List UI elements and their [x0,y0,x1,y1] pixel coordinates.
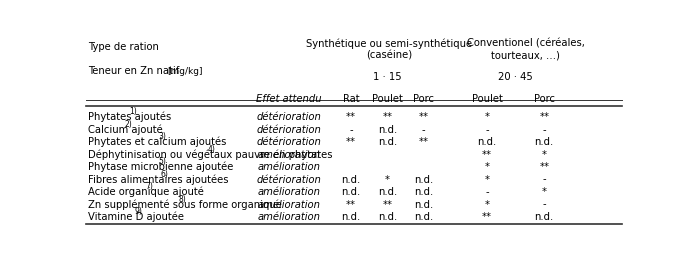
Text: n.d.: n.d. [341,212,361,222]
Text: -: - [542,175,546,185]
Text: **: ** [419,137,428,147]
Text: détérioration: détérioration [256,112,321,122]
Text: n.d.: n.d. [341,175,361,185]
Text: détérioration: détérioration [256,175,321,185]
Text: *: * [484,199,489,210]
Text: Synthétique ou semi-synthétique
(caséine): Synthétique ou semi-synthétique (caséine… [306,39,473,61]
Text: **: ** [539,162,549,172]
Text: [mg/kg]: [mg/kg] [167,67,202,76]
Text: -: - [542,199,546,210]
Text: Fibres alimentaires ajoutées: Fibres alimentaires ajoutées [88,174,229,185]
Text: **: ** [346,137,356,147]
Text: 7): 7) [145,182,153,191]
Text: *: * [542,150,547,159]
Text: détérioration: détérioration [256,125,321,135]
Text: Poulet: Poulet [372,94,403,104]
Text: **: ** [382,199,392,210]
Text: Teneur en Zn natif: Teneur en Zn natif [88,66,182,76]
Text: -: - [485,125,489,135]
Text: 3): 3) [158,132,166,141]
Text: 6): 6) [161,169,169,178]
Text: détérioration: détérioration [256,137,321,147]
Text: Porc: Porc [533,94,555,104]
Text: 2): 2) [124,120,132,129]
Text: **: ** [346,199,356,210]
Text: *: * [385,175,390,185]
Text: n.d.: n.d. [378,187,397,197]
Text: n.d.: n.d. [414,175,433,185]
Text: amélioration: amélioration [257,187,321,197]
Text: amélioration: amélioration [257,199,321,210]
Text: -: - [349,125,352,135]
Text: Type de ration: Type de ration [88,41,159,51]
Text: Phytates et calcium ajoutés: Phytates et calcium ajoutés [88,137,227,147]
Text: n.d.: n.d. [414,199,433,210]
Text: 8): 8) [179,195,187,204]
Text: Conventionel (céréales,
tourteaux, …): Conventionel (céréales, tourteaux, …) [466,39,585,60]
Text: 1 · 15: 1 · 15 [373,72,401,82]
Text: *: * [484,112,489,122]
Text: Rat: Rat [343,94,359,104]
Text: n.d.: n.d. [414,187,433,197]
Text: Effet attendu: Effet attendu [256,94,321,104]
Text: **: ** [419,112,428,122]
Text: 5): 5) [158,157,166,166]
Text: 9): 9) [135,207,142,216]
Text: Phytase microbienne ajoutée: Phytase microbienne ajoutée [88,162,234,172]
Text: Déphytinisation ou végétaux pauvre en phytates: Déphytinisation ou végétaux pauvre en ph… [88,149,332,160]
Text: **: ** [482,150,492,159]
Text: -: - [542,125,546,135]
Text: Porc: Porc [413,94,434,104]
Text: *: * [484,162,489,172]
Text: n.d.: n.d. [378,125,397,135]
Text: -: - [422,125,426,135]
Text: amélioration: amélioration [257,150,321,159]
Text: -: - [485,187,489,197]
Text: n.d.: n.d. [378,137,397,147]
Text: n.d.: n.d. [535,137,554,147]
Text: 1): 1) [129,107,138,116]
Text: 4): 4) [207,145,216,154]
Text: Poulet: Poulet [471,94,502,104]
Text: n.d.: n.d. [535,212,554,222]
Text: *: * [542,187,547,197]
Text: n.d.: n.d. [477,137,497,147]
Text: **: ** [539,112,549,122]
Text: Vitamine D ajoutée: Vitamine D ajoutée [88,212,184,222]
Text: Zn supplémenté sous forme organique: Zn supplémenté sous forme organique [88,199,282,210]
Text: **: ** [382,112,392,122]
Text: Calcium ajouté: Calcium ajouté [88,124,163,135]
Text: n.d.: n.d. [378,212,397,222]
Text: *: * [484,175,489,185]
Text: amélioration: amélioration [257,212,321,222]
Text: n.d.: n.d. [341,187,361,197]
Text: Phytates ajoutés: Phytates ajoutés [88,112,171,122]
Text: n.d.: n.d. [414,212,433,222]
Text: **: ** [346,112,356,122]
Text: Acide organique ajouté: Acide organique ajouté [88,187,204,197]
Text: **: ** [482,212,492,222]
Text: 20 · 45: 20 · 45 [498,72,533,82]
Text: amélioration: amélioration [257,162,321,172]
